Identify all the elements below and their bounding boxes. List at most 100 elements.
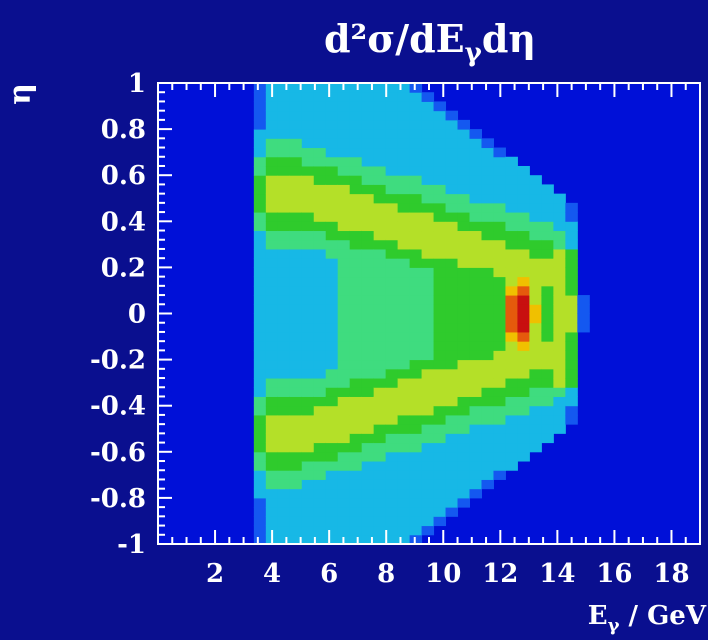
heatmap-cell [457,405,471,416]
heatmap-cell [421,258,435,268]
heatmap-cell [373,396,387,407]
heatmap-cell [541,331,554,342]
heatmap-cell [325,488,339,499]
heatmap-cell [565,378,578,388]
heatmap-cell [385,138,399,149]
heatmap-cell [505,285,518,296]
heatmap-cell [433,221,447,232]
heatmap-cell [289,488,303,499]
heatmap-cell [457,488,471,499]
heatmap-cell [409,276,423,287]
heatmap-cell [481,248,494,259]
heatmap-cell [445,507,459,517]
heatmap-cell [481,267,494,278]
heatmap-cell [253,138,267,149]
heatmap-cell [361,396,375,407]
heatmap-cell [325,387,339,397]
heatmap-cell [313,202,327,213]
heatmap-cell [409,193,423,204]
heatmap-cell [385,267,399,278]
heatmap-cell [349,193,363,204]
heatmap-cell [433,138,447,149]
heatmap-cell [385,258,399,268]
heatmap-cell [265,470,279,480]
heatmap-cell [445,414,459,425]
heatmap-cell [385,101,399,112]
heatmap-cell [361,424,375,434]
heatmap-cell [529,396,542,407]
heatmap-cell [361,138,375,149]
heatmap-cell [349,405,363,416]
heatmap-cell [361,248,375,259]
heatmap-cell [265,165,279,176]
heatmap-cell [457,239,471,250]
heatmap-cell [505,350,518,361]
heatmap-cell [517,341,530,351]
heatmap-cell [289,175,303,185]
heatmap-cell [553,258,566,268]
heatmap-cell [277,83,291,93]
heatmap-cell [277,534,291,545]
heatmap-cell [505,313,518,324]
heatmap-cell [385,451,399,462]
heatmap-cell [337,230,351,241]
heatmap-cell [253,341,267,351]
heatmap-cell [301,193,315,204]
heatmap-cell [565,396,578,407]
heatmap-cell [253,110,267,121]
heatmap-cell [529,258,542,268]
heatmap-cell [337,285,351,296]
heatmap-cell [553,239,566,250]
heatmap-cell [301,387,315,397]
heatmap-cell [337,359,351,370]
heatmap-cell [433,230,447,241]
heatmap-cell [349,341,363,351]
heatmap-cell [553,322,566,333]
heatmap-cell [517,313,530,324]
heatmap-cell [433,516,447,527]
heatmap-cell [409,295,423,305]
heatmap-cell [409,516,423,527]
heatmap-cell [481,147,494,158]
heatmap-cell [505,433,518,444]
heatmap-cell [409,285,423,296]
heatmap-cell [349,119,363,130]
heatmap-cell [349,534,363,545]
heatmap-cell [349,368,363,379]
heatmap-cell [313,479,327,490]
heatmap-cell [301,230,315,241]
heatmap-cell [505,239,518,250]
heatmap-cell [385,534,399,545]
heatmap-cell [313,258,327,268]
heatmap-cell [421,424,435,434]
heatmap-cell [397,470,411,480]
heatmap-cell [433,101,447,112]
heatmap-cell [457,138,471,149]
heatmap-cell [385,230,399,241]
heatmap-cell [289,313,303,324]
heatmap-cell [517,331,530,342]
heatmap-cell [445,405,459,416]
heatmap-cell [541,405,554,416]
heatmap-cell [469,285,482,296]
heatmap-cell [433,488,447,499]
heatmap-cell [253,359,267,370]
heatmap-cell [517,378,530,388]
heatmap-cell [301,267,315,278]
heatmap-cell [265,276,279,287]
heatmap-cell [337,258,351,268]
heatmap-cell [529,239,542,250]
heatmap-cell [565,304,578,314]
heatmap-cell [505,461,518,471]
heatmap-cell [469,488,482,499]
heatmap-cell [421,405,435,416]
heatmap-cell [541,295,554,305]
heatmap-cell [397,350,411,361]
heatmap-cell [541,368,554,379]
heatmap-cell [289,230,303,241]
heatmap-cell [565,285,578,296]
heatmap-cell [361,230,375,241]
heatmap-cell [373,248,387,259]
heatmap-cell [385,322,399,333]
heatmap-cell [409,396,423,407]
